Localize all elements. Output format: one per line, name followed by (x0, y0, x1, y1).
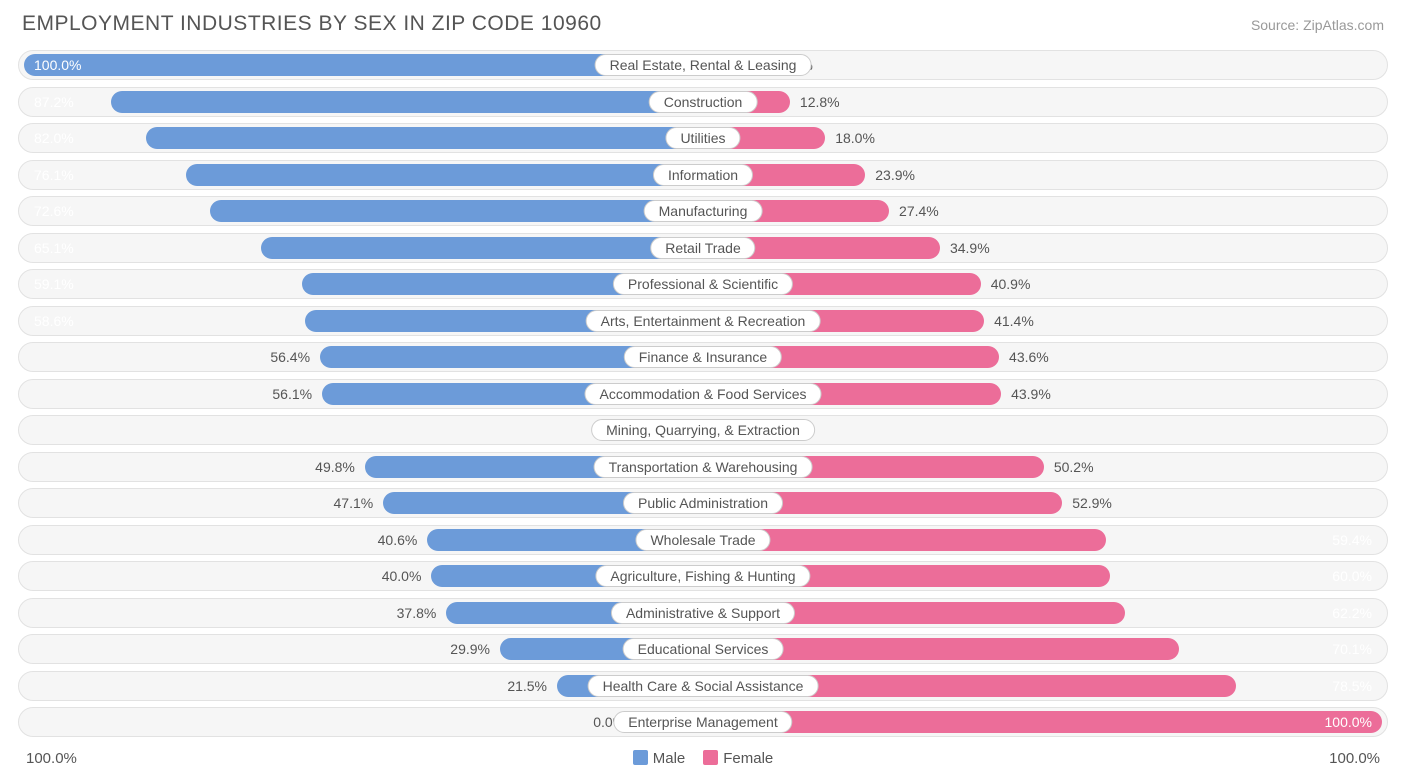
chart-row: 49.8% 50.2% Transportation & Warehousing (18, 452, 1388, 482)
category-label: Transportation & Warehousing (594, 456, 813, 478)
category-label: Manufacturing (644, 200, 763, 222)
category-label: Administrative & Support (611, 602, 795, 624)
value-female: 52.9% (1072, 495, 1112, 511)
value-male: 76.1% (34, 167, 74, 183)
chart-row: 47.1% 52.9% Public Administration (18, 488, 1388, 518)
value-male: 56.1% (272, 386, 312, 402)
value-male: 65.1% (34, 240, 74, 256)
legend-item-female: Female (703, 750, 773, 767)
value-male: 21.5% (507, 678, 547, 694)
axis-max-left: 100.0% (26, 750, 77, 767)
value-male: 56.4% (270, 349, 310, 365)
bar-male (210, 200, 703, 222)
bar-female (703, 711, 1382, 733)
bar-male (186, 164, 703, 186)
value-female: 70.1% (1332, 641, 1372, 657)
value-male: 82.0% (34, 130, 74, 146)
value-male: 58.6% (34, 313, 74, 329)
value-female: 43.9% (1011, 386, 1051, 402)
category-label: Professional & Scientific (613, 273, 793, 295)
value-female: 18.0% (835, 130, 875, 146)
chart-footer: 100.0% Male Female 100.0% (18, 744, 1388, 767)
chart-row: 56.1% 43.9% Accommodation & Food Services (18, 379, 1388, 409)
value-male: 72.6% (34, 203, 74, 219)
legend-label-male: Male (653, 750, 686, 767)
value-male: 47.1% (334, 495, 374, 511)
category-label: Health Care & Social Assistance (588, 675, 819, 697)
value-male: 49.8% (315, 459, 355, 475)
chart-row: 87.2% 12.8% Construction (18, 87, 1388, 117)
value-male: 59.1% (34, 276, 74, 292)
chart-row: 0.0%0.0%Mining, Quarrying, & Extraction (18, 415, 1388, 445)
chart-row: 40.6% 59.4% Wholesale Trade (18, 525, 1388, 555)
source-prefix: Source: (1251, 17, 1299, 33)
value-female: 40.9% (991, 276, 1031, 292)
category-label: Mining, Quarrying, & Extraction (591, 419, 815, 441)
chart-row: 76.1% 23.9% Information (18, 160, 1388, 190)
category-label: Real Estate, Rental & Leasing (595, 54, 812, 76)
diverging-bar-chart: 100.0%0.0%Real Estate, Rental & Leasing 8… (18, 50, 1388, 737)
value-female: 34.9% (950, 240, 990, 256)
source-name: ZipAtlas.com (1303, 17, 1384, 33)
category-label: Information (653, 164, 753, 186)
value-female: 43.6% (1009, 349, 1049, 365)
category-label: Accommodation & Food Services (585, 383, 822, 405)
category-label: Enterprise Management (613, 711, 792, 733)
value-female: 50.2% (1054, 459, 1094, 475)
value-male: 100.0% (34, 57, 81, 73)
value-female: 62.2% (1332, 605, 1372, 621)
chart-row: 59.1% 40.9% Professional & Scientific (18, 269, 1388, 299)
value-female: 23.9% (875, 167, 915, 183)
chart-row: 40.0% 60.0% Agriculture, Fishing & Hunting (18, 561, 1388, 591)
legend-item-male: Male (633, 750, 686, 767)
chart-row: 29.9% 70.1% Educational Services (18, 634, 1388, 664)
legend-swatch-female (703, 750, 718, 765)
value-female: 41.4% (994, 313, 1034, 329)
value-male: 37.8% (397, 605, 437, 621)
value-male: 40.0% (382, 568, 422, 584)
value-male: 29.9% (450, 641, 490, 657)
chart-row: 82.0% 18.0% Utilities (18, 123, 1388, 153)
category-label: Finance & Insurance (624, 346, 782, 368)
legend: Male Female (633, 750, 774, 767)
chart-row: 0.0%100.0%Enterprise Management (18, 707, 1388, 737)
bar-male (111, 91, 703, 113)
value-female: 78.5% (1332, 678, 1372, 694)
chart-source: Source: ZipAtlas.com (1251, 17, 1384, 33)
value-female: 12.8% (800, 94, 840, 110)
chart-row: 58.6% 41.4% Arts, Entertainment & Recreati… (18, 306, 1388, 336)
bar-male (146, 127, 703, 149)
category-label: Construction (649, 91, 758, 113)
chart-row: 37.8% 62.2% Administrative & Support (18, 598, 1388, 628)
chart-row: 100.0%0.0%Real Estate, Rental & Leasing (18, 50, 1388, 80)
category-label: Arts, Entertainment & Recreation (586, 310, 821, 332)
category-label: Public Administration (623, 492, 783, 514)
axis-max-right: 100.0% (1329, 750, 1380, 767)
chart-row: 65.1% 34.9% Retail Trade (18, 233, 1388, 263)
category-label: Retail Trade (650, 237, 755, 259)
category-label: Agriculture, Fishing & Hunting (595, 565, 810, 587)
value-female: 59.4% (1332, 532, 1372, 548)
legend-swatch-male (633, 750, 648, 765)
value-female: 60.0% (1332, 568, 1372, 584)
bar-male (261, 237, 703, 259)
category-label: Wholesale Trade (635, 529, 770, 551)
chart-row: 72.6% 27.4% Manufacturing (18, 196, 1388, 226)
chart-title: EMPLOYMENT INDUSTRIES BY SEX IN ZIP CODE… (22, 12, 602, 36)
value-female: 27.4% (899, 203, 939, 219)
legend-label-female: Female (723, 750, 773, 767)
value-male: 40.6% (378, 532, 418, 548)
category-label: Utilities (665, 127, 740, 149)
value-male: 87.2% (34, 94, 74, 110)
category-label: Educational Services (623, 638, 784, 660)
chart-row: 21.5% 78.5% Health Care & Social Assistanc… (18, 671, 1388, 701)
chart-header: EMPLOYMENT INDUSTRIES BY SEX IN ZIP CODE… (18, 12, 1388, 36)
chart-row: 56.4% 43.6% Finance & Insurance (18, 342, 1388, 372)
value-female: 100.0% (1325, 714, 1372, 730)
